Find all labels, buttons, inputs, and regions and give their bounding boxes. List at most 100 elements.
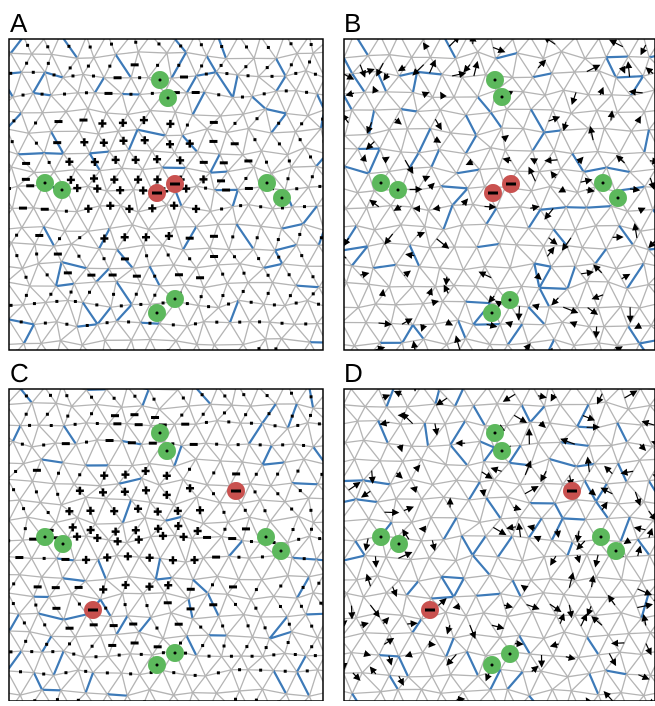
mesh-edge — [631, 361, 652, 362]
arrow — [584, 370, 592, 378]
mesh-edge — [133, 266, 150, 268]
dot-marker — [288, 623, 291, 626]
mesh-edge — [622, 580, 634, 597]
dot-marker — [263, 92, 266, 95]
mesh-edge — [259, 365, 275, 387]
mesh-edge — [401, 225, 425, 227]
mesh-edge — [309, 187, 317, 206]
mesh-edge — [530, 459, 549, 465]
mesh-edge — [335, 656, 343, 674]
mesh-edge — [356, 597, 363, 618]
mesh-edge — [209, 635, 222, 656]
mesh-edge — [457, 480, 480, 482]
mesh-edge — [490, 557, 498, 575]
dot-marker — [353, 139, 356, 142]
mesh-edge — [472, 14, 495, 15]
mesh-edge — [454, 14, 472, 19]
mesh-edge — [463, 247, 477, 270]
mesh-edge — [270, 322, 282, 338]
mesh-edge — [249, 444, 263, 465]
mesh-edge — [189, 385, 194, 406]
mesh-edge — [429, 558, 456, 561]
dot-marker — [333, 509, 336, 512]
dot-marker — [34, 604, 37, 607]
mesh-edge — [271, 694, 286, 701]
mesh-edge — [132, 466, 142, 479]
mesh-edge — [132, 304, 141, 322]
mesh-edge — [608, 17, 618, 37]
mesh-edge — [232, 405, 241, 423]
dash-marker — [175, 273, 183, 276]
dot-marker — [201, 644, 204, 647]
mesh-edge — [340, 638, 351, 652]
mesh-edge — [550, 405, 560, 424]
plus-marker — [196, 506, 204, 514]
dot-marker — [223, 645, 226, 648]
highlight-edge — [509, 463, 530, 466]
mesh-edge — [175, 227, 183, 250]
mesh-edge — [431, 577, 441, 599]
mesh-edge — [413, 304, 423, 325]
mesh-edge — [358, 304, 375, 308]
mesh-edge — [583, 695, 599, 701]
mesh-edge — [272, 446, 285, 463]
mesh-edge — [187, 344, 197, 360]
mesh-edge — [77, 303, 83, 327]
dot-marker — [145, 254, 148, 257]
mesh-edge — [640, 377, 655, 385]
mesh-edge — [196, 211, 210, 226]
mesh-edge — [358, 174, 369, 193]
mesh-edge — [354, 343, 380, 346]
mesh-edge — [522, 307, 528, 324]
mesh-edge — [65, 231, 71, 244]
mesh-edge — [141, 284, 150, 304]
mesh-edge — [422, 499, 431, 517]
dot-marker — [47, 62, 50, 65]
mesh-edge — [249, 542, 261, 558]
mesh-edge — [9, 517, 27, 520]
mesh-edge — [490, 689, 507, 690]
mesh-edge — [77, 58, 83, 74]
mesh-edge — [490, 690, 501, 701]
mesh-edge — [454, 361, 467, 382]
mesh-edge — [57, 558, 63, 578]
dot-marker — [279, 605, 282, 608]
arrow — [586, 190, 593, 191]
mesh-edge — [566, 207, 575, 230]
dot-marker — [346, 232, 349, 235]
arrow — [636, 367, 645, 374]
dot-marker — [0, 413, 2, 416]
dot-marker — [34, 351, 37, 354]
defect-dot — [265, 536, 268, 539]
highlight-edge — [133, 382, 153, 383]
mesh-edge — [545, 73, 552, 95]
highlight-edge — [303, 206, 317, 224]
mesh-edge — [456, 518, 461, 536]
mesh-edge — [544, 405, 560, 407]
mesh-edge — [331, 483, 343, 499]
highlight-edge — [369, 13, 388, 20]
dot-marker — [28, 424, 31, 427]
mesh-edge — [579, 657, 590, 673]
mesh-edge — [480, 480, 494, 482]
mesh-edge — [259, 378, 283, 381]
mesh-edge — [0, 129, 7, 135]
arrow — [545, 160, 557, 161]
mesh-edge — [369, 268, 373, 284]
mesh-edge — [318, 670, 337, 673]
mesh-edge — [249, 500, 260, 517]
mesh-edge — [214, 323, 230, 345]
dot-marker — [247, 624, 250, 627]
mesh-edge — [403, 446, 412, 461]
mesh-edge — [196, 365, 207, 376]
mesh-edge — [319, 287, 339, 288]
mesh-edge — [20, 575, 42, 577]
mesh-edge — [351, 404, 359, 422]
mesh-edge — [399, 377, 417, 380]
mesh-edge — [367, 358, 376, 377]
mesh-edge — [538, 443, 549, 459]
dot-marker — [143, 351, 146, 354]
mesh-edge — [22, 651, 34, 673]
highlight-edge — [176, 191, 182, 206]
